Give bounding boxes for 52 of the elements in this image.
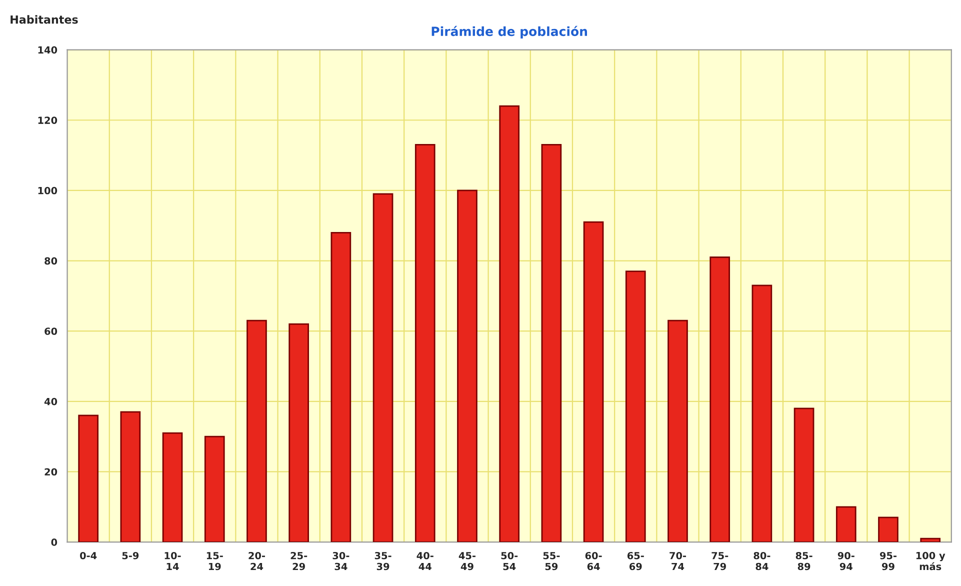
y-tick-label: 40 (44, 398, 58, 406)
y-tick-label: 100 (38, 186, 58, 194)
x-tick-label: 85- 89 (796, 552, 812, 570)
bar (541, 144, 562, 542)
x-tick-label: 100 y más (916, 552, 946, 570)
x-tick-label: 45- 49 (458, 552, 476, 570)
x-tick-label: 40- 44 (416, 552, 434, 570)
x-tick-label: 10- 14 (164, 552, 181, 570)
y-tick-label: 20 (44, 468, 58, 476)
bar (78, 414, 98, 542)
x-tick-label: 50- 54 (501, 552, 518, 570)
x-tick-label: 80- 84 (754, 552, 770, 570)
y-tick-label: 60 (44, 328, 58, 335)
chart-title: Pirámide de población (432, 26, 587, 39)
bar (668, 320, 688, 542)
x-tick-label: 95- 99 (880, 552, 896, 570)
bar (499, 105, 520, 542)
bar (414, 144, 436, 542)
y-tick-label: 80 (44, 257, 58, 265)
bar (246, 320, 267, 542)
bar (120, 411, 141, 542)
bar (920, 538, 941, 542)
y-tick-label: 0 (51, 538, 58, 546)
bar (878, 516, 898, 542)
x-tick-label: 60- 64 (585, 552, 602, 570)
y-tick-label: 140 (38, 46, 58, 54)
bar (457, 190, 478, 542)
y-tick-label: 120 (38, 116, 58, 124)
x-tick-label: 20- 24 (248, 552, 265, 570)
bar (204, 436, 225, 542)
bar (794, 408, 814, 542)
bar (836, 506, 856, 542)
x-tick-label: 15- 19 (206, 552, 223, 570)
bar (583, 221, 604, 542)
bar (752, 284, 772, 542)
bar (288, 323, 309, 542)
y-axis-title: Habitantes (10, 15, 78, 24)
bar (625, 270, 646, 542)
x-tick-label: 5-9 (122, 552, 139, 560)
bar (710, 256, 730, 542)
x-tick-label: 30- 34 (332, 552, 350, 570)
x-tick-label: 90- 94 (838, 552, 854, 570)
bar (372, 193, 394, 542)
x-tick-label: 75- 79 (712, 552, 728, 570)
x-tick-label: 65- 69 (627, 552, 644, 570)
bar (162, 432, 183, 542)
x-tick-label: 70- 74 (670, 552, 686, 570)
bar (330, 232, 352, 542)
x-tick-label: 0-4 (80, 552, 97, 560)
x-tick-label: 25- 29 (290, 552, 308, 570)
x-tick-label: 35- 39 (374, 552, 392, 570)
x-tick-label: 55- 59 (543, 552, 560, 570)
